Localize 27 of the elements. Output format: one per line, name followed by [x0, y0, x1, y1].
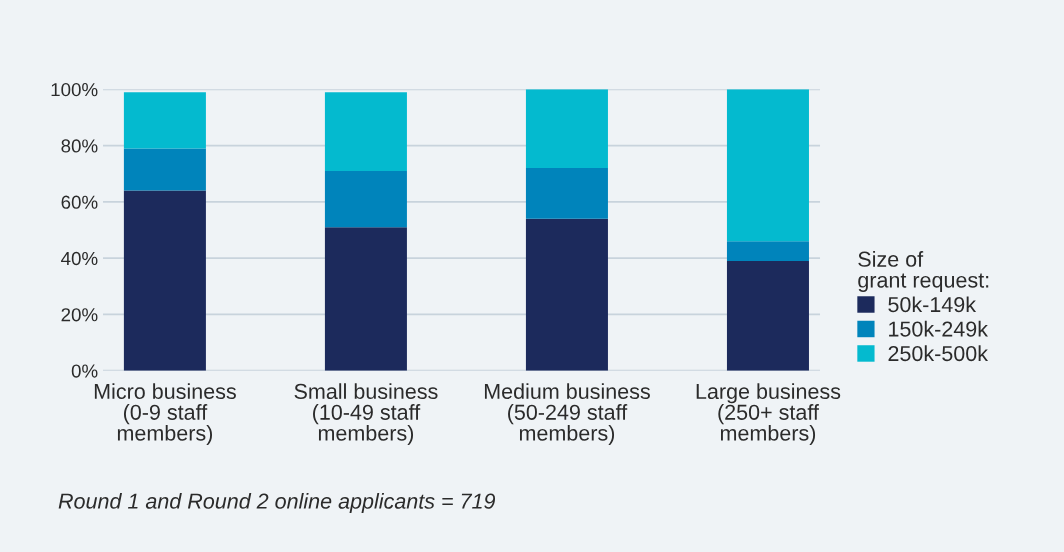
legend-label: 150k-249k [889, 320, 989, 337]
text: Round 1 and Round 2 online applicants = 719 [58, 492, 496, 514]
bar [726, 89, 809, 242]
y-tick-label: 40% [61, 251, 98, 266]
bar [726, 260, 809, 371]
legend-label: 50k-149k [888, 296, 977, 313]
x-tick-label: Micro business (0-9 staff members) [94, 383, 236, 445]
x-tick-label: Small business (10-49 staff members) [294, 383, 438, 445]
legend-title: Size of grant request: [858, 251, 989, 292]
bar [123, 190, 206, 371]
y-tick-label: 100% [51, 83, 98, 97]
y-tick-label: 0% [71, 364, 98, 378]
bar [726, 241, 809, 261]
y-tick-label: 20% [61, 308, 98, 322]
x-tick-label: Medium business (50-249 staff members) [484, 383, 650, 445]
x-tick-label: Large business (250+ staff members) [696, 383, 841, 445]
bar [525, 89, 608, 169]
y-tick-label: 60% [61, 195, 98, 209]
bar [324, 92, 407, 171]
bar [525, 218, 608, 371]
bar [525, 168, 608, 219]
bar [123, 92, 206, 149]
bar [324, 227, 407, 371]
bar [123, 148, 206, 191]
legend-label: 250k-500k [888, 345, 989, 362]
bar [324, 170, 407, 228]
y-tick-label: 80% [61, 139, 98, 153]
